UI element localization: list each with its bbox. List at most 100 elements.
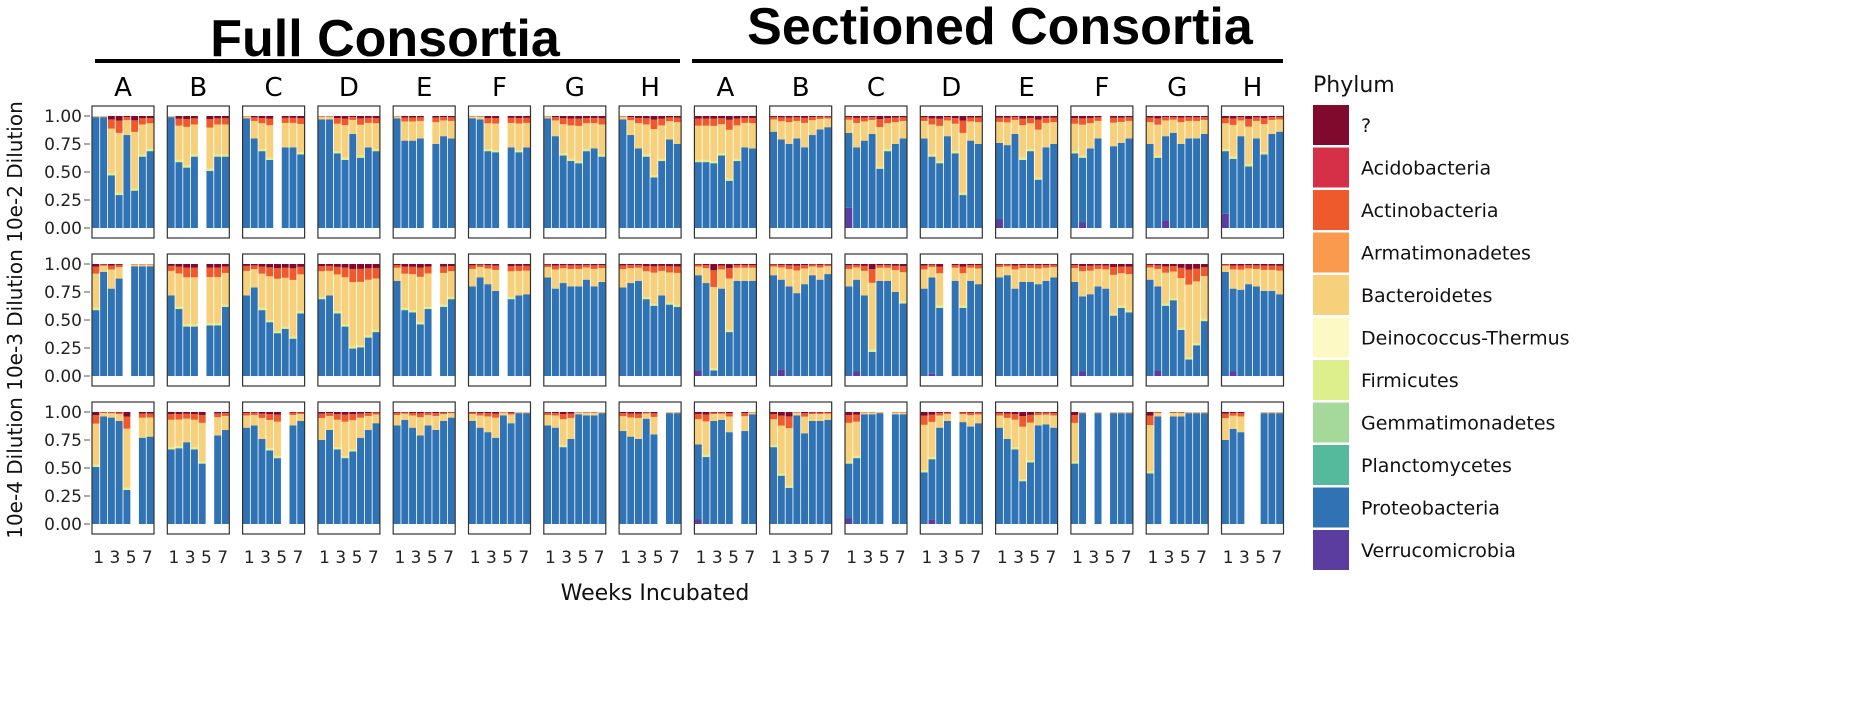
row-label: 10e-4 Dilution [3,397,27,539]
bar-segment [214,124,222,155]
bar-segment [1169,412,1177,413]
bar-segment [845,207,853,228]
bar-segment [853,279,861,372]
bar-segment [266,267,274,277]
bar-segment [860,414,868,524]
panel-border [543,401,607,535]
bar-segment [107,288,115,376]
bar-segment [974,414,982,424]
bar-segment [582,415,590,524]
panel-border [317,401,381,535]
column-label: C [867,73,885,103]
bar-segment [936,161,944,164]
bar-segment [326,265,333,271]
bar-segment [1094,286,1102,376]
bar-segment [967,426,975,524]
bar-segment [710,420,718,524]
bar-segment [1177,267,1185,279]
bar-segment [206,168,214,171]
y-tick-label: 1.00 [44,107,82,127]
bar-segment [1260,123,1268,153]
bar-segment [492,417,500,438]
facet-panel [317,105,381,239]
bar-segment [1276,119,1284,132]
bar-segment [183,267,191,278]
bar-segment [899,138,907,228]
bar-segment [175,306,183,310]
bar-segment [1260,152,1268,155]
bar-segment [845,463,853,519]
bar-segment [1011,133,1019,228]
bar-segment [845,117,853,120]
bar-segment [107,264,115,266]
bar-segment [725,413,733,417]
bar-segment [1019,264,1027,266]
bar-segment [658,158,666,162]
bar-segment [785,122,793,144]
bar-segment [816,412,824,413]
bar-segment [1034,265,1042,269]
bar-segment [575,286,583,376]
bar-segment [424,412,432,415]
bar-segment [635,413,642,418]
bar-segment [107,175,115,228]
bar-segment [243,264,250,266]
bar-segment [899,412,907,415]
bar-segment [710,412,718,413]
bar-segment [694,118,702,126]
bar-segment [928,373,936,376]
bar-segment [1011,116,1019,118]
bar-segment [409,312,417,376]
bar-segment [627,264,635,266]
panel-border [618,105,682,239]
bar-segment [416,117,424,121]
facet-panel [166,105,230,239]
bar-segment [741,413,749,417]
bar-segment [92,117,100,228]
bar-segment [943,412,951,414]
bar-segment [523,122,531,148]
panel-border [919,253,983,387]
bar-segment [341,421,349,456]
bar-segment [1071,265,1079,268]
bar-segment [959,305,967,308]
bar-segment [349,414,357,421]
bar-segment [996,142,1003,220]
bar-segment [694,444,702,520]
bar-segment [175,412,183,415]
bar-segment [440,412,448,413]
bar-segment [333,153,341,228]
bar-segment [289,116,297,118]
bar-segment [891,116,899,118]
bar-segment [123,489,131,524]
panel-border [919,401,983,535]
bar-segment [440,306,448,376]
bar-segment [1245,268,1253,285]
bar-segment [943,120,951,137]
bar-segment [123,116,131,118]
bar-segment [658,270,666,296]
bar-segment [492,118,500,124]
bar-segment [146,148,154,152]
bar-segment [733,280,741,376]
bar-segment [175,448,183,524]
bar-segment [793,120,801,139]
bar-segment [575,116,583,119]
y-tick-label: 0.75 [44,283,82,303]
facet-panel [844,105,908,239]
bar-segment [146,116,154,118]
bar-segment [943,136,951,228]
bar-segment [619,265,627,270]
bar-segment [718,412,725,414]
bar-segment [1245,265,1253,269]
bar-segment [1162,272,1170,304]
bar-segment [1094,268,1102,287]
bar-segment [1027,460,1034,463]
bar-segment [928,118,936,125]
bar-segment [899,116,907,118]
bar-segment [1050,116,1058,118]
bar-segment [440,413,448,421]
bar-segment [1019,265,1027,268]
bar-segment [725,332,733,376]
bar-segment [1071,422,1079,462]
